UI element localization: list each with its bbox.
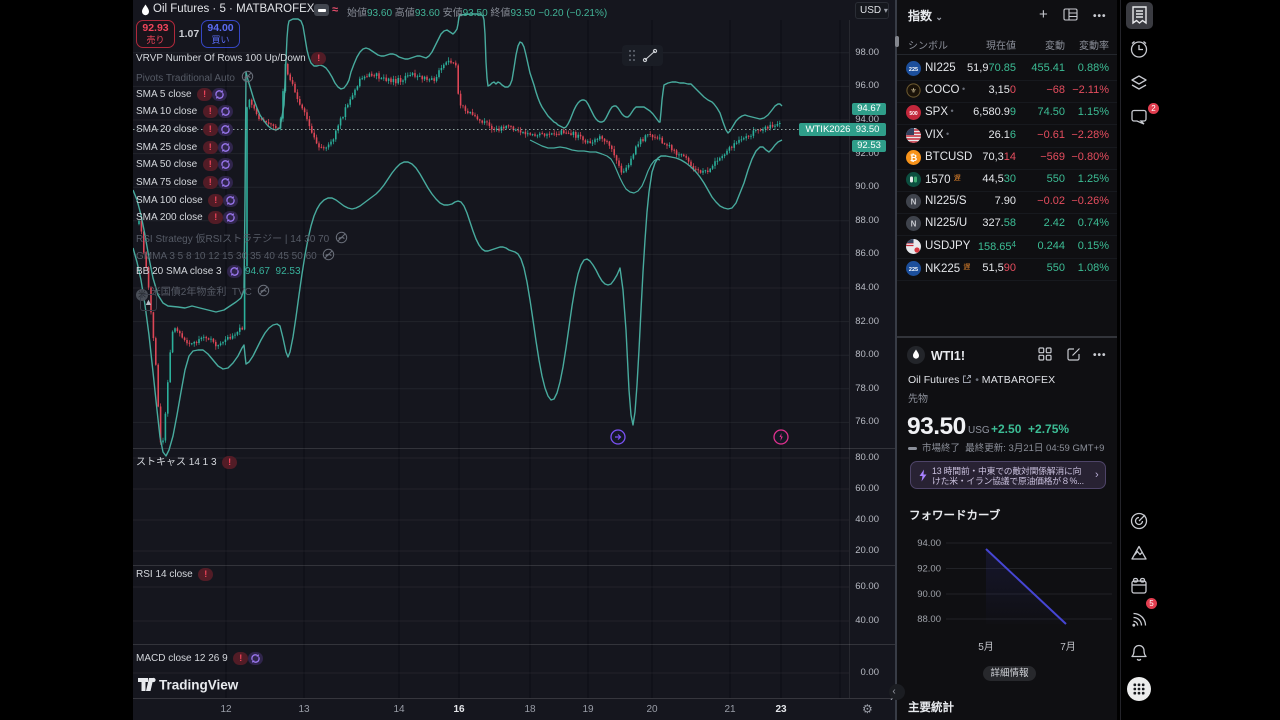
svg-text:N: N xyxy=(911,220,917,229)
svg-text:₿: ₿ xyxy=(910,153,917,163)
svg-text:225: 225 xyxy=(909,67,918,73)
svg-text:N: N xyxy=(911,198,917,207)
svg-text:500: 500 xyxy=(909,111,918,117)
svg-text:TradingView: TradingView xyxy=(159,678,239,693)
svg-text:88.00: 88.00 xyxy=(917,614,941,625)
svg-text:92.00: 92.00 xyxy=(917,564,941,575)
svg-text:5月: 5月 xyxy=(978,641,994,653)
svg-text:⚜: ⚜ xyxy=(910,87,916,95)
svg-text:94.00: 94.00 xyxy=(917,538,941,549)
svg-text:7月: 7月 xyxy=(1060,641,1076,653)
svg-text:225: 225 xyxy=(909,267,918,273)
svg-text:90.00: 90.00 xyxy=(917,589,941,600)
